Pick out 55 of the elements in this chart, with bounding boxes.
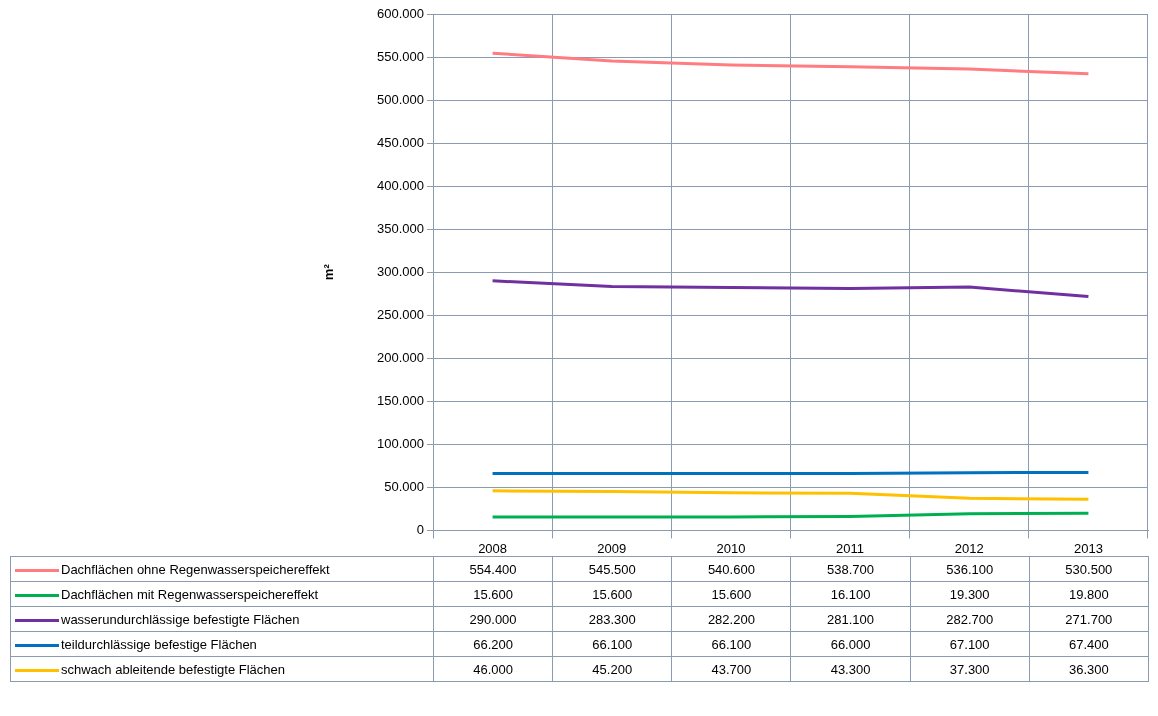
data-label: 16.100 — [790, 581, 911, 607]
data-label: 43.700 — [671, 656, 791, 682]
data-label: 15.600 — [433, 581, 553, 607]
data-label: 281.100 — [790, 606, 911, 632]
x-tick-label: 2012 — [954, 540, 984, 556]
y-tick-label: 0 — [416, 521, 424, 537]
y-tick-label: 500.000 — [377, 91, 424, 107]
data-label: 271.700 — [1029, 606, 1149, 632]
data-label: 15.600 — [671, 581, 791, 607]
legend-label: teildurchlässige befestige Flächen — [10, 631, 434, 657]
legend-label: Dachflächen ohne Regenwasserspeichereffekt — [10, 556, 434, 582]
data-label: 540.600 — [671, 556, 791, 582]
data-label: 530.500 — [1029, 556, 1149, 582]
y-tick-label: 200.000 — [377, 349, 424, 365]
data-label: 45.200 — [552, 656, 672, 682]
data-label: 66.100 — [671, 631, 791, 657]
y-tick-label: 550.000 — [377, 48, 424, 64]
x-tick-label: 2011 — [836, 540, 865, 556]
data-label: 19.800 — [1029, 581, 1149, 607]
data-label: 282.700 — [910, 606, 1030, 632]
data-label: 66.000 — [790, 631, 911, 657]
y-tick-label: 400.000 — [377, 177, 424, 193]
data-label: 538.700 — [790, 556, 911, 582]
x-tick-label: 2013 — [1073, 540, 1103, 556]
y-tick-label: 600.000 — [377, 5, 424, 21]
data-label: 43.300 — [790, 656, 911, 682]
x-tick-label: 2008 — [478, 540, 508, 556]
data-label: 37.300 — [910, 656, 1030, 682]
data-label: 283.300 — [552, 606, 672, 632]
y-tick-label: 50.000 — [384, 478, 424, 494]
data-label: 67.100 — [910, 631, 1030, 657]
y-tick-label: 150.000 — [377, 392, 424, 408]
x-tick-label: 2010 — [716, 540, 746, 556]
y-axis-title: m² — [321, 263, 337, 281]
legend-label: Dachflächen mit Regenwasserspeichereffekt — [10, 581, 434, 607]
data-label: 19.300 — [910, 581, 1030, 607]
y-tick-label: 100.000 — [377, 435, 424, 451]
data-label: 290.000 — [433, 606, 553, 632]
x-tick-label: 2009 — [597, 540, 627, 556]
data-label: 66.100 — [552, 631, 672, 657]
data-label: 545.500 — [552, 556, 672, 582]
data-label: 66.200 — [433, 631, 553, 657]
data-label: 46.000 — [433, 656, 553, 682]
data-label: 67.400 — [1029, 631, 1149, 657]
data-label: 282.200 — [671, 606, 791, 632]
y-tick-label: 350.000 — [377, 220, 424, 236]
data-label: 554.400 — [433, 556, 553, 582]
data-label: 36.300 — [1029, 656, 1149, 682]
y-tick-label: 300.000 — [377, 263, 424, 279]
legend-label: schwach ableitende befestigte Flächen — [10, 656, 434, 682]
y-tick-label: 450.000 — [377, 134, 424, 150]
legend-label: wasserundurchlässige befestigte Flächen — [10, 606, 434, 632]
data-label: 15.600 — [552, 581, 672, 607]
data-label: 536.100 — [910, 556, 1030, 582]
y-tick-label: 250.000 — [377, 306, 424, 322]
